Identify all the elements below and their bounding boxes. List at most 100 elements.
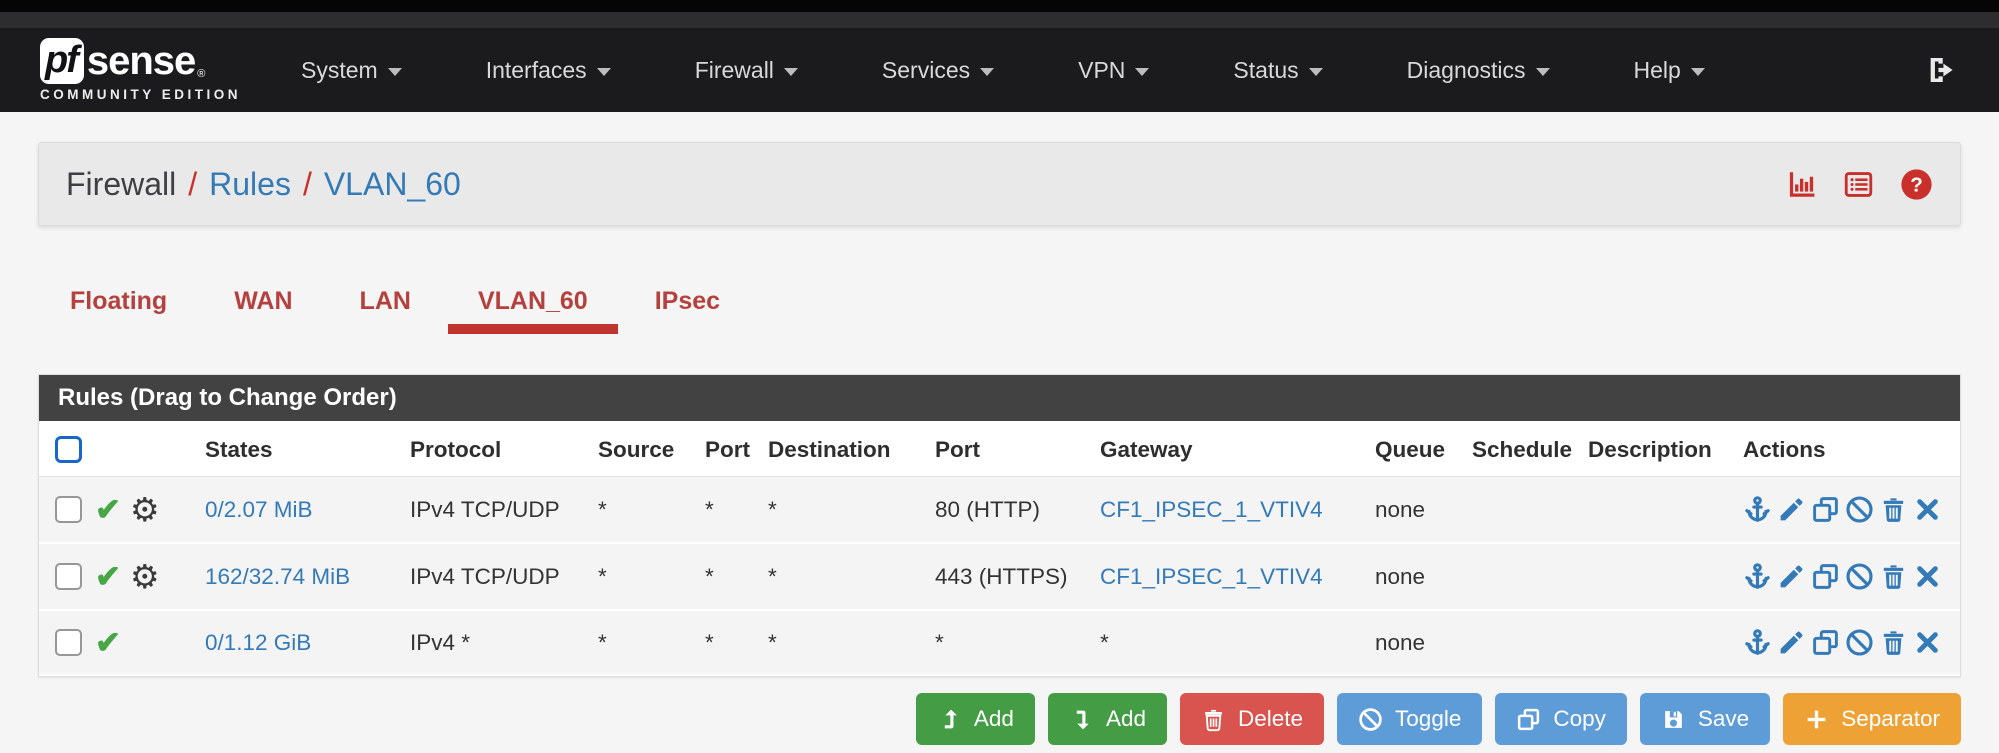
window-top-strip: [0, 0, 1999, 12]
table-row[interactable]: ✔ ⚙ 162/32.74 MiB IPv4 TCP/UDP * * * 443…: [39, 543, 1960, 610]
gateway-link[interactable]: CF1_IPSEC_1_VTIV4: [1100, 563, 1323, 589]
chevron-down-icon: [387, 67, 402, 76]
panel-title: Rules (Drag to Change Order): [39, 375, 1960, 421]
states-link[interactable]: 0/2.07 MiB: [205, 496, 313, 522]
rule-pass-icon: ✔: [95, 625, 121, 660]
cell-schedule: [1464, 543, 1580, 610]
edit-pencil-icon[interactable]: [1777, 628, 1806, 657]
trash-icon: [1205, 709, 1222, 731]
nav-item-firewall[interactable]: Firewall: [695, 57, 798, 84]
trash-icon[interactable]: [1879, 628, 1908, 657]
delete-x-icon[interactable]: [1913, 628, 1942, 657]
arrow-up-icon: [944, 709, 957, 728]
anchor-icon[interactable]: [1743, 495, 1772, 524]
cell-protocol: IPv4 TCP/UDP: [410, 563, 560, 589]
gateway-link[interactable]: CF1_IPSEC_1_VTIV4: [1100, 496, 1323, 522]
ban-icon[interactable]: [1845, 628, 1874, 657]
tab-wan[interactable]: WAN: [234, 286, 293, 315]
cell-queue: none: [1375, 496, 1426, 522]
breadcrumb: Firewall / Rules / VLAN_60: [66, 166, 461, 203]
rules-panel: Rules (Drag to Change Order) States Prot…: [38, 374, 1961, 677]
table-row[interactable]: ✔ ⚙ 0/2.07 MiB IPv4 TCP/UDP * * * 80 (HT…: [39, 476, 1960, 544]
anchor-icon[interactable]: [1743, 628, 1772, 657]
log-list-icon[interactable]: [1843, 169, 1874, 200]
top-navbar: pf sense ® COMMUNITY EDITION System Inte…: [0, 28, 1999, 112]
breadcrumb-current[interactable]: VLAN_60: [323, 165, 461, 202]
chevron-down-icon: [1308, 67, 1323, 76]
logout-icon[interactable]: [1925, 53, 1959, 87]
logo-registered-mark: ®: [197, 68, 206, 80]
cell-dst-port: *: [935, 629, 944, 655]
cell-schedule: [1464, 477, 1580, 544]
arrow-down-icon: [1076, 710, 1089, 729]
column-protocol: Protocol: [402, 421, 590, 477]
logo-sense-text: sense: [86, 38, 196, 83]
chevron-down-icon: [783, 67, 798, 76]
delete-button[interactable]: Delete: [1180, 693, 1325, 745]
breadcrumb-link-rules[interactable]: Rules: [209, 165, 291, 202]
table-header-row: States Protocol Source Port Destination …: [39, 421, 1960, 477]
trash-icon[interactable]: [1879, 562, 1908, 591]
cell-schedule: [1464, 610, 1580, 675]
cell-description: [1580, 477, 1735, 544]
nav-item-vpn[interactable]: VPN: [1078, 57, 1150, 84]
tab-lan[interactable]: LAN: [359, 286, 411, 315]
tab-ipsec[interactable]: IPsec: [654, 286, 721, 315]
save-button[interactable]: Save: [1639, 693, 1771, 745]
nav-item-status[interactable]: Status: [1233, 57, 1323, 84]
cell-destination: *: [768, 629, 777, 655]
edit-pencil-icon[interactable]: [1777, 495, 1806, 524]
pfsense-logo[interactable]: pf sense ® COMMUNITY EDITION: [40, 38, 241, 102]
states-link[interactable]: 0/1.12 GiB: [205, 629, 312, 655]
add-rule-bottom-button[interactable]: Add: [1047, 693, 1167, 745]
rule-pass-icon: ✔: [95, 492, 121, 527]
nav-item-diagnostics[interactable]: Diagnostics: [1407, 57, 1550, 84]
trash-icon[interactable]: [1879, 495, 1908, 524]
ban-icon[interactable]: [1845, 562, 1874, 591]
cell-protocol: IPv4 TCP/UDP: [410, 496, 560, 522]
nav-item-help[interactable]: Help: [1634, 57, 1705, 84]
nav-item-system[interactable]: System: [301, 57, 402, 84]
add-rule-top-button[interactable]: Add: [915, 693, 1035, 745]
separator-button[interactable]: Separator: [1783, 693, 1961, 745]
row-checkbox[interactable]: [55, 496, 82, 523]
copy-button[interactable]: Copy: [1495, 693, 1627, 745]
row-checkbox[interactable]: [55, 563, 82, 590]
logo-pf-badge: pf: [40, 38, 84, 84]
toggle-button[interactable]: Toggle: [1337, 693, 1483, 745]
column-description: Description: [1580, 421, 1735, 477]
table-row[interactable]: ✔ 0/1.12 GiB IPv4 * * * * * * none: [39, 610, 1960, 675]
cell-destination: *: [768, 496, 777, 522]
advanced-gear-icon: ⚙: [129, 558, 160, 595]
states-link[interactable]: 162/32.74 MiB: [205, 563, 351, 589]
copy-icon[interactable]: [1811, 628, 1840, 657]
delete-x-icon[interactable]: [1913, 495, 1942, 524]
chevron-down-icon: [980, 67, 995, 76]
tab-floating[interactable]: Floating: [70, 286, 168, 315]
select-all-checkbox[interactable]: [55, 436, 82, 463]
breadcrumb-separator: /: [188, 165, 198, 202]
ban-icon[interactable]: [1845, 495, 1874, 524]
column-source: Source: [590, 421, 697, 477]
cell-source: *: [598, 496, 607, 522]
row-checkbox[interactable]: [55, 629, 82, 656]
anchor-icon[interactable]: [1743, 562, 1772, 591]
copy-icon[interactable]: [1811, 562, 1840, 591]
interface-tabs: Floating WAN LAN VLAN_60 IPsec: [38, 278, 1961, 334]
column-actions: Actions: [1735, 421, 1960, 477]
column-schedule: Schedule: [1464, 421, 1580, 477]
chevron-down-icon: [1135, 67, 1150, 76]
nav-item-interfaces[interactable]: Interfaces: [486, 57, 611, 84]
edit-pencil-icon[interactable]: [1777, 562, 1806, 591]
nav-item-services[interactable]: Services: [882, 57, 995, 84]
help-icon[interactable]: ?: [1900, 168, 1933, 201]
advanced-gear-icon: ⚙: [129, 491, 160, 528]
copy-icon[interactable]: [1811, 495, 1840, 524]
bar-chart-icon[interactable]: [1786, 169, 1817, 200]
delete-x-icon[interactable]: [1913, 562, 1942, 591]
cell-src-port: *: [705, 496, 714, 522]
plus-icon: [1807, 710, 1826, 728]
column-gateway: Gateway: [1092, 421, 1367, 477]
cell-src-port: *: [705, 563, 714, 589]
tab-vlan-60[interactable]: VLAN_60: [447, 278, 618, 334]
